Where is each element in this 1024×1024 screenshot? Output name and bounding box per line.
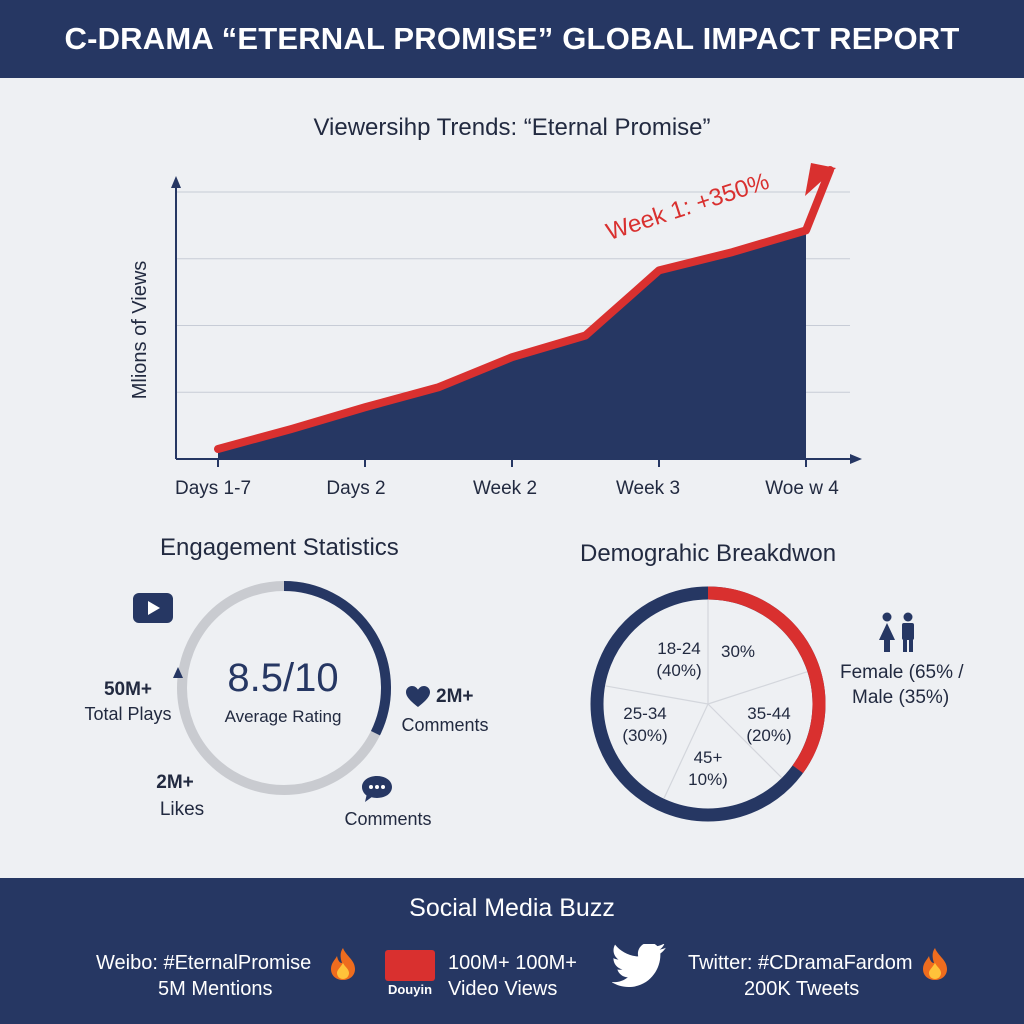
report-header: C-DRAMA “ETERNAL PROMISE” GLOBAL IMPACT … [0,0,1024,78]
likes-label: Likes [159,799,205,820]
chat-bubble-icon [362,776,392,802]
x-tick-label: Days 2 [326,478,385,499]
segment-30: 30% [712,641,764,663]
donut-divider [663,703,709,799]
segment-label-line1: 35-44 [747,704,791,723]
segment-25-34: 25-34 (30%) [614,703,676,747]
likes-value: 2M+ [156,772,194,793]
y-axis-label: Mlions of Views [129,261,151,400]
douyin-views-label: Video Views [448,978,558,1000]
x-tick-label: Woe w 4 [765,478,839,499]
twitter-tweets: 200K Tweets [744,978,860,1000]
rating-ring [173,581,391,795]
segment-18-24: 18-24 (40%) [648,638,710,682]
views-trend-line [214,166,834,453]
gender-line2: Male (35%) [852,687,950,708]
viewership-chart: Days 1-7 Days 2 Week 2 Week 3 Woe w 4 Mlions… [129,163,862,499]
segment-label-line1: 30% [720,642,756,661]
people-icon [879,612,914,652]
douyin-logo: Douyin [385,950,435,1000]
plays-value: 50M+ [103,679,153,700]
segment-label-line1: 45+ [693,748,723,767]
x-tick-label: Week 2 [473,478,537,499]
segment-label-line2: (20%) [746,726,792,745]
x-tick-label: Week 3 [616,478,680,499]
twitter-bird-icon [612,944,666,988]
footer-title: Social Media Buzz [409,894,615,922]
x-tick-label: Days 1-7 [175,478,251,499]
comments-label-2: Comments [344,809,432,829]
segment-label-line1: 25-34 [623,704,667,723]
fire-icon [331,948,355,980]
report-title: C-DRAMA “ETERNAL PROMISE” GLOBAL IMPACT … [64,21,960,56]
y-axis-arrow [171,176,181,188]
female-ring-segment [707,586,826,774]
douyin-logo-text: Douyin [387,982,433,997]
gender-line1: Female (65% / [840,662,964,683]
views-area [218,230,806,459]
chart-title: Viewersihp Trends: “Eternal Promise” [313,114,711,141]
weibo-mentions: 5M Mentions [158,978,273,1000]
growth-annotation: Week 1: +350% [603,168,773,246]
comments-label: Comments [401,715,489,735]
play-icon [133,593,173,623]
segment-label-line1: 18-24 [657,639,701,658]
plays-label: Total Plays [84,704,172,724]
donut-divider [605,685,709,705]
weibo-hashtag: Weibo: #EternalPromise [96,952,312,974]
rating-label: Average Rating [224,707,342,726]
donut-divider [707,671,808,705]
demographic-donut [590,586,826,822]
twitter-hashtag: Twitter: #CDramaFardom [688,952,913,974]
social-media-footer: Social Media Buzz Weibo: #EternalPromise… [0,878,1024,1024]
fire-icon [923,948,947,980]
heart-icon [406,686,430,707]
rating-value: 8.5/10 [227,656,339,700]
segment-label-line2: (40%) [656,661,702,680]
rating-ring-fill [283,581,391,736]
ring-pointer [173,667,183,678]
engagement-title: Engagement Statistics [160,534,399,561]
segment-label-line2: (30%) [622,726,668,745]
comments-value: 2M+ [436,686,474,707]
segment-45-plus: 45+ 10%) [682,747,734,791]
douyin-logo-badge [385,950,435,981]
x-axis-arrow [850,454,862,464]
segment-35-44: 35-44 (20%) [738,703,800,747]
segment-label-line2: 10%) [688,770,728,789]
donut-divider [707,703,782,778]
growth-arrow-head [805,163,836,196]
demographic-title: Demograhic Breakdwon [580,540,837,567]
douyin-views-value: 100M+ 100M+ [448,952,577,974]
